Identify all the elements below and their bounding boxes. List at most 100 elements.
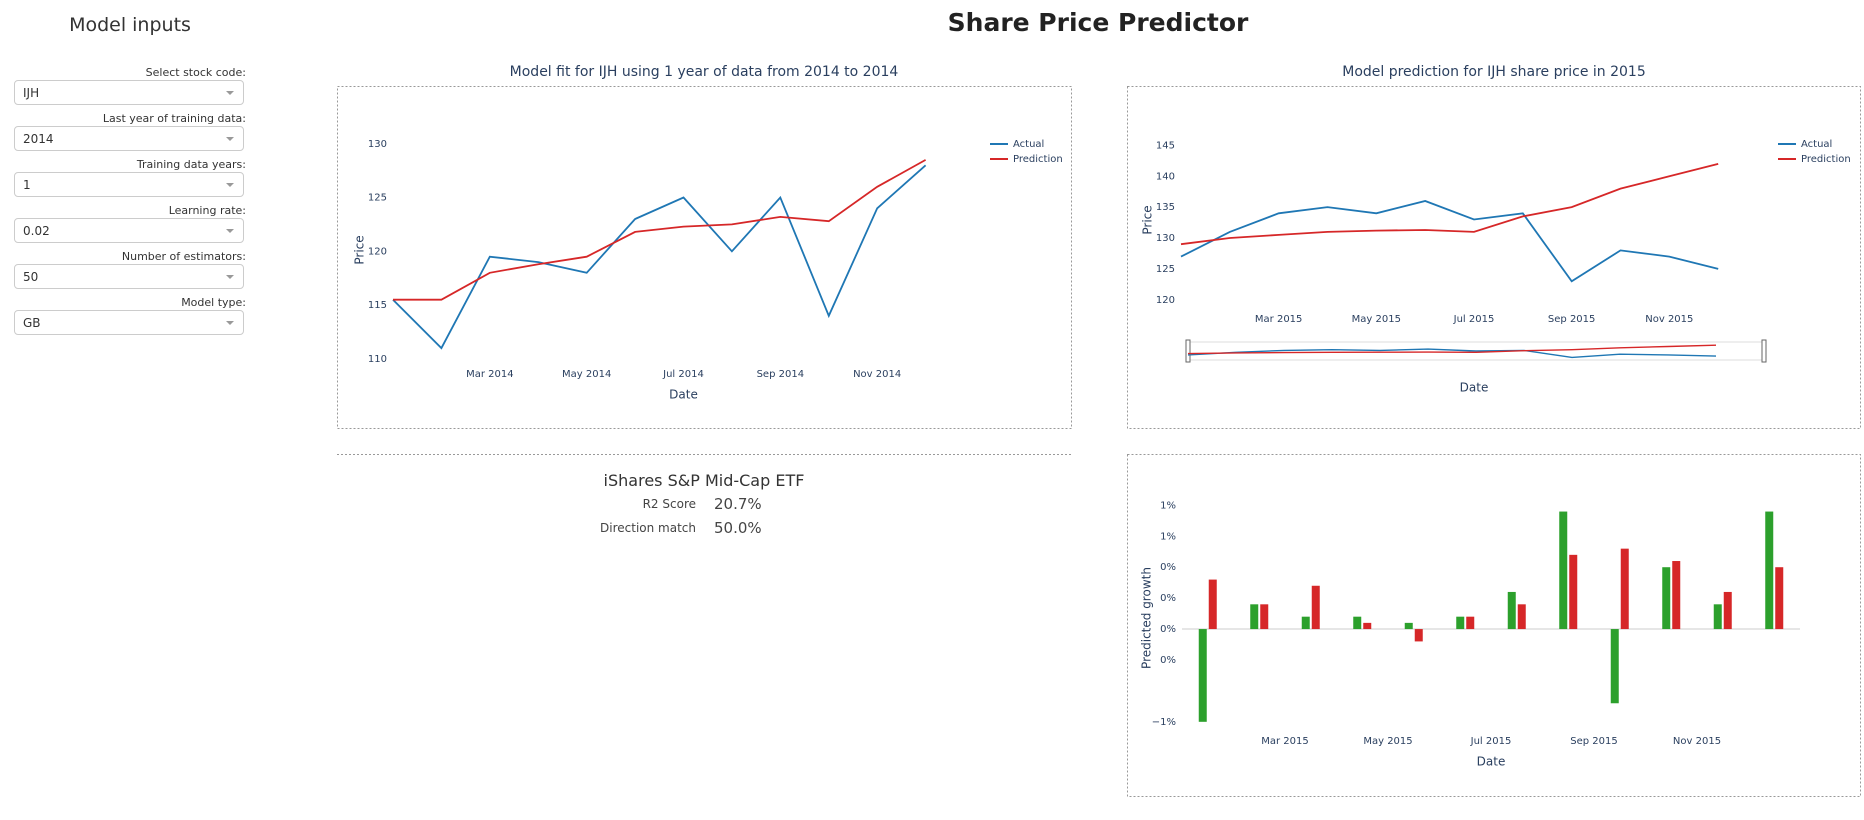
y-tick-label: 0%	[1160, 562, 1176, 573]
x-tick-label: Jul 2015	[1453, 314, 1495, 325]
chart-title: Model prediction for IJH share price in …	[1342, 64, 1646, 80]
bar	[1723, 591, 1732, 630]
x-tick-label: Jul 2014	[662, 369, 704, 380]
bar	[1507, 591, 1516, 630]
bar	[1260, 604, 1269, 630]
legend-label: Prediction	[1801, 154, 1851, 165]
line-series	[1180, 200, 1719, 283]
y-tick-label: 140	[1156, 171, 1175, 182]
dropdown[interactable]: 50	[14, 264, 244, 289]
bar	[1775, 567, 1784, 630]
x-tick-label: Jul 2015	[1470, 736, 1512, 747]
bar	[1559, 511, 1568, 630]
bar	[1456, 616, 1465, 630]
y-tick-label: 1%	[1160, 531, 1176, 542]
x-tick-label: Nov 2014	[853, 369, 901, 380]
bar	[1569, 554, 1578, 630]
x-axis-title: Date	[1460, 381, 1489, 395]
dropdown[interactable]: 2014	[14, 126, 244, 151]
dropdown[interactable]: GB	[14, 310, 244, 335]
y-tick-label: 125	[1156, 264, 1175, 275]
x-tick-label: Sep 2015	[1570, 736, 1617, 747]
y-axis-title: Price	[353, 235, 367, 264]
y-tick-label: 1%	[1160, 500, 1176, 511]
bar	[1404, 622, 1413, 630]
bar	[1208, 579, 1217, 630]
legend-label: Actual	[1801, 139, 1832, 150]
input-label: Select stock code:	[145, 66, 246, 79]
x-tick-label: May 2015	[1352, 314, 1401, 325]
chart-title: Model fit for IJH using 1 year of data f…	[510, 64, 899, 80]
x-tick-label: Nov 2015	[1673, 736, 1721, 747]
slider-handle	[1761, 339, 1767, 363]
bar	[1672, 561, 1681, 630]
bar	[1414, 629, 1423, 642]
legend-label: Prediction	[1013, 154, 1063, 165]
y-axis-title: Price	[1141, 205, 1155, 234]
y-axis-title: Predicted growth	[1140, 567, 1154, 669]
input-label: Number of estimators:	[121, 250, 246, 263]
x-tick-label: May 2014	[562, 369, 611, 380]
y-tick-label: −1%	[1152, 717, 1176, 728]
dropdown[interactable]: 1	[14, 172, 244, 197]
bar	[1311, 585, 1320, 630]
metric-label: R2 Score	[642, 497, 696, 511]
x-axis-title: Date	[669, 388, 698, 402]
bar	[1765, 511, 1774, 630]
slider-line	[1187, 344, 1717, 355]
metric-value: 50.0%	[714, 519, 762, 537]
x-tick-label: Nov 2015	[1645, 314, 1693, 325]
metric-label: Direction match	[600, 521, 696, 535]
y-tick-label: 120	[1156, 295, 1175, 306]
sidebar-title: Model inputs	[69, 14, 191, 36]
x-tick-label: Mar 2015	[1261, 736, 1309, 747]
input-label: Learning rate:	[168, 204, 246, 217]
metric-value: 20.7%	[714, 495, 762, 513]
bar	[1620, 548, 1629, 630]
input-label: Training data years:	[136, 158, 246, 171]
bar	[1353, 616, 1362, 630]
bar	[1198, 629, 1207, 722]
dropdown[interactable]: 0.02	[14, 218, 244, 243]
y-tick-label: 135	[1156, 202, 1175, 213]
page-title: Share Price Predictor	[947, 8, 1249, 37]
bar	[1713, 604, 1722, 630]
y-tick-label: 120	[368, 246, 387, 257]
summary-name: iShares S&P Mid-Cap ETF	[603, 471, 805, 490]
x-tick-label: May 2015	[1363, 736, 1412, 747]
panel-border	[337, 86, 1072, 429]
x-tick-label: Sep 2015	[1548, 314, 1595, 325]
bar	[1610, 629, 1619, 704]
bar	[1466, 616, 1475, 630]
y-tick-label: 115	[368, 300, 387, 311]
line-series	[392, 164, 927, 350]
line-series	[1180, 163, 1719, 246]
x-tick-label: Sep 2014	[757, 369, 804, 380]
x-axis-title: Date	[1477, 755, 1506, 769]
y-tick-label: 110	[368, 354, 387, 365]
dropdown[interactable]: IJH	[14, 80, 244, 105]
input-label: Model type:	[181, 296, 246, 309]
slider-handle	[1185, 339, 1191, 363]
y-tick-label: 0%	[1160, 624, 1176, 635]
x-tick-label: Mar 2015	[1255, 314, 1303, 325]
line-series	[393, 159, 927, 301]
panel-border	[1127, 454, 1861, 797]
bar	[1363, 622, 1372, 630]
y-tick-label: 0%	[1160, 593, 1176, 604]
input-label: Last year of training data:	[102, 112, 246, 125]
bar	[1250, 604, 1259, 630]
legend-label: Actual	[1013, 139, 1044, 150]
y-tick-label: 0%	[1160, 655, 1176, 666]
slider-line	[1187, 348, 1717, 359]
bar	[1662, 567, 1671, 630]
y-tick-label: 125	[368, 193, 387, 204]
y-tick-label: 130	[1156, 233, 1175, 244]
panel-border	[1127, 86, 1861, 429]
y-tick-label: 145	[1156, 140, 1175, 151]
bar	[1517, 604, 1526, 630]
bar	[1301, 616, 1310, 630]
x-tick-label: Mar 2014	[466, 369, 514, 380]
